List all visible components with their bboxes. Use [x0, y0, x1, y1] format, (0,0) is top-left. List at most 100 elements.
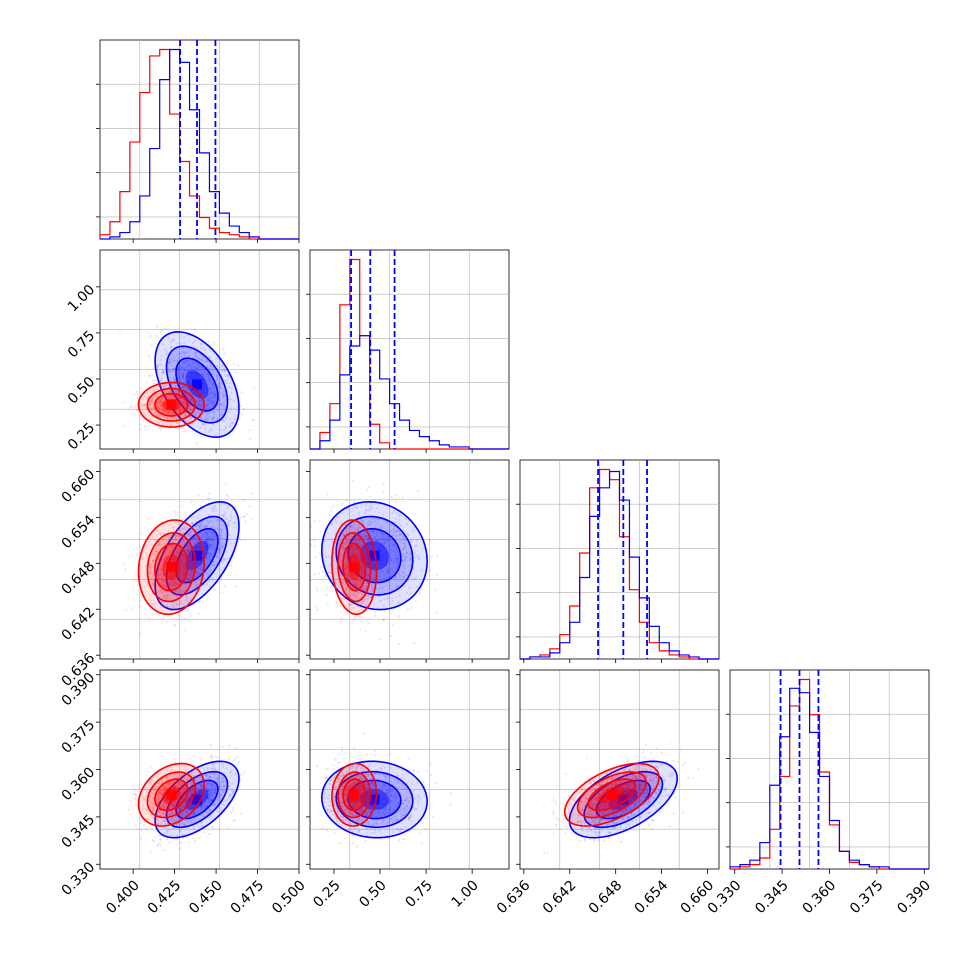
scatter-point — [233, 417, 236, 420]
scatter-point — [161, 581, 164, 584]
scatter-point — [396, 557, 399, 560]
scatter-point — [182, 566, 185, 569]
scatter-point — [188, 368, 191, 371]
scatter-point — [374, 525, 377, 528]
scatter-point — [176, 551, 180, 554]
scatter-point — [190, 367, 193, 370]
scatter-point — [200, 821, 203, 825]
scatter-point — [220, 808, 223, 812]
scatter-point — [165, 830, 168, 834]
scatter-point — [349, 525, 352, 528]
scatter-point — [191, 422, 194, 425]
scatter-point — [176, 412, 179, 415]
scatter-point — [207, 412, 210, 415]
scatter-point — [140, 829, 143, 832]
scatter-point — [160, 408, 163, 411]
scatter-point — [361, 587, 364, 590]
scatter-point — [163, 516, 166, 519]
scatter-point — [209, 387, 212, 390]
scatter-point — [346, 541, 349, 545]
scatter-point — [216, 417, 219, 420]
scatter-point — [189, 424, 192, 427]
scatter-point — [166, 397, 169, 400]
scatter-point — [403, 564, 406, 567]
scatter-point — [172, 526, 175, 529]
scatter-point — [160, 576, 163, 580]
scatter-point — [198, 405, 201, 408]
scatter-point — [359, 557, 362, 561]
contour-blue — [320, 500, 429, 611]
scatter-point — [185, 582, 188, 585]
scatter-point — [193, 345, 196, 348]
scatter-point — [339, 597, 342, 600]
scatter-point — [195, 574, 198, 577]
scatter-point — [358, 538, 361, 541]
scatter-point — [350, 534, 353, 537]
scatter-point — [213, 549, 216, 552]
scatter-point — [343, 547, 346, 550]
scatter-point — [174, 591, 177, 594]
scatter-point — [136, 584, 139, 587]
scatter-point — [346, 559, 349, 562]
scatter-point — [230, 789, 234, 792]
scatter-point — [225, 378, 228, 382]
scatter-point — [207, 374, 210, 377]
scatter-point — [197, 401, 200, 404]
scatter-point — [208, 544, 211, 547]
scatter-point — [170, 364, 173, 367]
scatter-point — [381, 536, 384, 539]
scatter-point — [156, 529, 160, 533]
scatter-point — [360, 566, 363, 569]
scatter-point — [176, 396, 179, 399]
scatter-point — [162, 396, 165, 399]
scatter-point — [195, 529, 198, 532]
scatter-point — [198, 525, 201, 528]
scatter-point — [157, 407, 161, 410]
scatter-point — [180, 549, 183, 552]
scatter-point — [188, 534, 191, 538]
scatter-point — [186, 598, 189, 601]
scatter-point — [141, 404, 144, 407]
scatter-point — [155, 550, 158, 553]
scatter-point — [160, 560, 163, 564]
scatter-point — [229, 407, 232, 410]
scatter-point — [195, 787, 198, 791]
scatter-point — [206, 573, 210, 576]
scatter-point — [357, 550, 360, 553]
scatter-point — [347, 602, 350, 605]
scatter-point — [229, 771, 232, 774]
scatter-point — [347, 573, 350, 576]
scatter-point — [191, 361, 194, 365]
scatter-point — [225, 417, 228, 420]
scatter-point — [209, 545, 212, 548]
scatter-point — [358, 529, 361, 532]
scatter-point — [198, 600, 201, 603]
scatter-point — [176, 376, 180, 380]
scatter-point — [208, 560, 211, 563]
scatter-point — [171, 604, 174, 607]
scatter-point — [361, 592, 364, 595]
scatter-point — [366, 581, 369, 584]
scatter-point — [156, 575, 159, 578]
scatter-point — [198, 542, 201, 545]
scatter-point — [345, 571, 348, 574]
scatter-point — [175, 359, 178, 362]
scatter-point — [148, 374, 151, 378]
scatter-point — [199, 405, 203, 408]
scatter-point — [186, 821, 190, 824]
scatter-point — [185, 809, 189, 812]
scatter-point — [180, 392, 183, 396]
scatter-point — [175, 395, 179, 398]
scatter-point — [242, 515, 246, 518]
scatter-point — [195, 346, 198, 349]
scatter-point — [248, 429, 251, 432]
scatter-point — [307, 568, 309, 570]
scatter-point — [174, 803, 177, 806]
scatter-point — [162, 583, 165, 586]
scatter-point — [218, 796, 221, 799]
scatter-point — [216, 404, 219, 407]
scatter-point — [205, 571, 208, 575]
scatter-point — [162, 343, 165, 346]
scatter-point — [219, 528, 222, 531]
scatter-point — [344, 564, 347, 567]
